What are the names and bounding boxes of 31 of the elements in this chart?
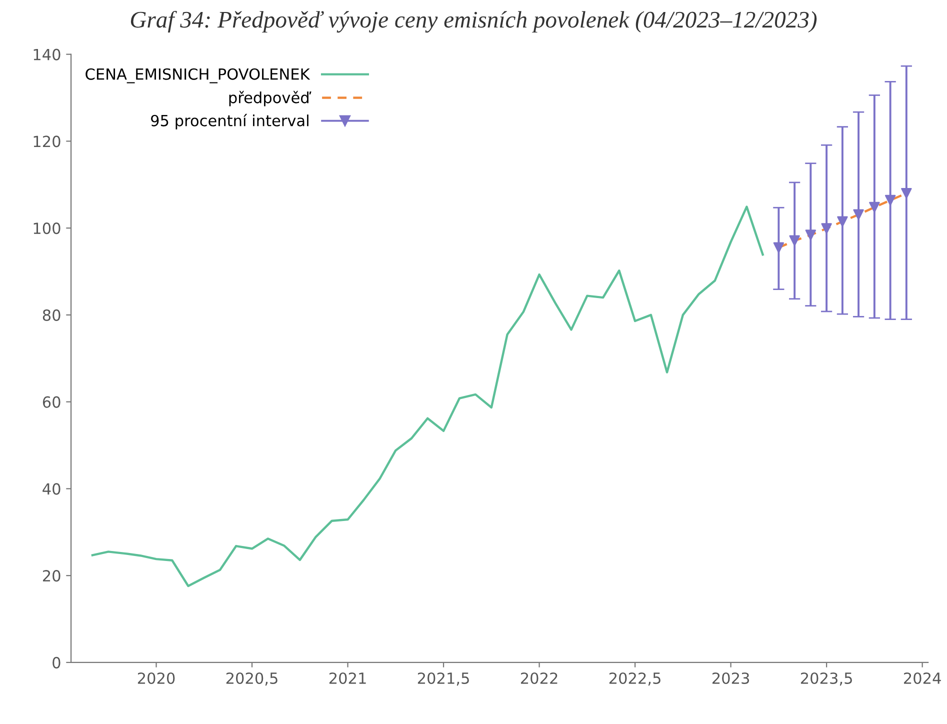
x-tick-label: 2022 — [520, 672, 558, 684]
x-tick-label: 2020,5 — [226, 672, 278, 686]
x-tick-label: 2024 — [904, 672, 941, 684]
y-tick-label: 60 — [42, 396, 60, 408]
chart-title: Graf 34: Předpověď vývoje ceny emisních povolenek (04/2023–12/2023) — [130, 10, 817, 33]
point — [789, 235, 800, 246]
y-tick-label: 80 — [42, 309, 60, 321]
point — [853, 209, 864, 220]
x-tick-label: 2021,5 — [418, 672, 469, 686]
point — [821, 223, 832, 234]
point — [901, 188, 912, 199]
y-tick-label: 40 — [42, 483, 60, 495]
point — [805, 230, 816, 240]
x-tick-label: 2023 — [712, 672, 750, 684]
legend-label: CENA_EMISNICH_POVOLENEK — [86, 68, 310, 84]
y-tick-label: 100 — [34, 222, 60, 234]
y-tick-label: 140 — [34, 48, 60, 60]
x-tick-label: 2022,5 — [609, 672, 660, 686]
legend-label: 95 procentní interval — [151, 114, 308, 130]
y-tick-label: 120 — [34, 136, 60, 148]
point — [869, 202, 880, 213]
x-tick-label: 2023,5 — [800, 672, 852, 686]
y-tick-label: 0 — [52, 656, 60, 668]
point — [884, 194, 896, 206]
point — [837, 216, 848, 227]
legend-label: předpověď — [229, 90, 312, 106]
point — [773, 242, 784, 253]
y-tick-label: 20 — [42, 570, 60, 582]
x-tick-label: 2020 — [138, 672, 175, 684]
line-series — [91, 206, 764, 588]
x-tick-label: 2021 — [329, 672, 366, 684]
